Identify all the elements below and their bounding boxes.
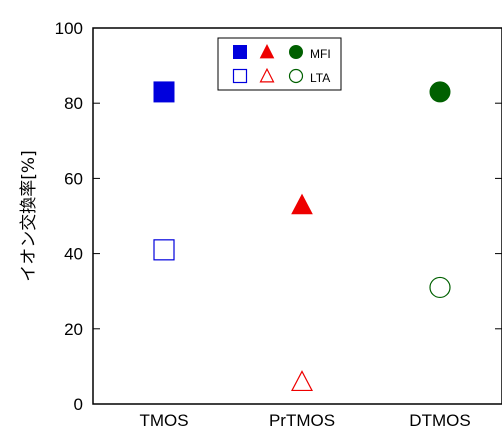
data-point-mfi-prtmos-triangle	[291, 193, 313, 215]
x-tick-label: PrTMOS	[269, 411, 335, 430]
legend-marker-mfi-square	[233, 45, 247, 59]
y-tick-label: 0	[74, 395, 83, 414]
y-axis: 0 20 40 60 80 100	[55, 19, 502, 414]
x-tick-label: DTMOS	[409, 411, 470, 430]
y-tick-label: 40	[64, 245, 83, 264]
legend-marker-mfi-circle	[289, 45, 303, 59]
legend-marker-lta-triangle	[259, 67, 275, 83]
y-axis-label: イオン交換率[%]	[19, 150, 39, 281]
y-tick-label: 80	[64, 94, 83, 113]
data-markers	[153, 81, 451, 392]
legend-marker-lta-circle	[288, 68, 304, 84]
y-tick-label: 100	[55, 19, 83, 38]
data-point-mfi-dtmos-circle	[429, 81, 451, 103]
legend-label-lta: LTA	[310, 71, 330, 85]
data-point-lta-dtmos-circle	[429, 276, 451, 299]
data-point-mfi-tmos-square	[153, 81, 175, 103]
legend: MFI LTA	[217, 37, 342, 91]
data-point-lta-prtmos-triangle	[291, 370, 313, 392]
legend-label-mfi: MFI	[310, 47, 331, 61]
y-tick-label: 20	[64, 320, 83, 339]
x-axis: TMOS PrTMOS DTMOS	[139, 411, 470, 430]
x-tick-label: TMOS	[139, 411, 188, 430]
y-tick-label: 60	[64, 169, 83, 188]
legend-marker-lta-square	[232, 68, 248, 84]
data-point-lta-tmos-square	[153, 239, 175, 261]
legend-marker-mfi-triangle	[259, 44, 275, 59]
plot-area	[92, 27, 502, 405]
